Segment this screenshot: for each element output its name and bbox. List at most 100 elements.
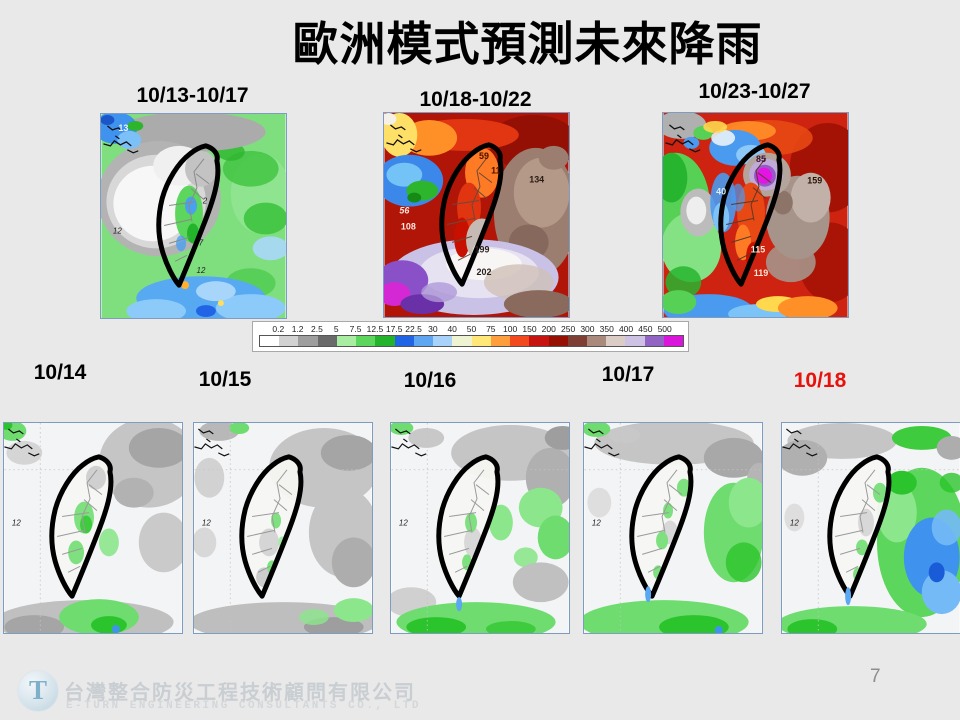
map-value-label: 85: [756, 154, 766, 164]
colorbar-tick: 40: [447, 324, 457, 334]
colorbar-segment: [471, 336, 491, 346]
rain-field: [391, 423, 569, 633]
rainfall-map-svg: 59 11 134 56 108 199 202: [384, 113, 569, 317]
rainfall-map-svg: 12: [782, 423, 960, 633]
company-logo: T: [17, 670, 59, 712]
map-value-label: 119: [754, 268, 768, 278]
graticule: [391, 423, 569, 633]
map-value-label: 12: [202, 519, 211, 528]
rainfall-map-daily-5: 12: [781, 422, 960, 634]
rainfall-map-5day-2: 59 11 134 56 108 199 202: [383, 112, 570, 318]
logo-letter: T: [28, 674, 47, 705]
map-value-label: 202: [477, 267, 492, 277]
colorbar-segment: [606, 336, 626, 346]
rain-field: [584, 423, 762, 633]
colorbar-segment: [510, 336, 530, 346]
page-number: 7: [870, 666, 881, 687]
map-value-label: 134: [529, 175, 544, 185]
colorbar-tick: 12.5: [366, 324, 384, 334]
rainfall-map-daily-2: 12: [193, 422, 373, 634]
colorbar: [259, 335, 684, 347]
colorbar-segment: [490, 336, 511, 346]
island: [439, 457, 498, 596]
map-value-label: 59: [479, 151, 489, 161]
colorbar-tick: 300: [580, 324, 595, 334]
colorbar-tick: 17.5: [385, 324, 403, 334]
colorbar-segment: [548, 336, 568, 346]
date-label-2: 10/15: [198, 368, 252, 391]
top-panel-label-1: 10/13-10/17: [136, 84, 249, 107]
colorbar-tick: 250: [560, 324, 576, 334]
rainfall-map-daily-1: 12: [3, 422, 183, 634]
colorbar-segment: [394, 336, 414, 346]
date-label-5: 10/18: [793, 369, 847, 392]
rainfall-map-svg: 85 40 159 115 119: [663, 113, 848, 317]
rainfall-map-5day-1: 13 2 7 12 12: [100, 113, 287, 319]
map-value-label: 159: [807, 176, 822, 186]
date-label-1: 10/14: [33, 361, 87, 384]
map-value-label: 40: [716, 187, 726, 197]
colorbar-segment: [625, 336, 645, 346]
colorbar-segment: [317, 336, 337, 346]
rain-field: [384, 113, 569, 317]
colorbar-tick: 7.5: [349, 324, 362, 334]
map-value-label: 12: [197, 266, 206, 275]
island-rain: [175, 150, 217, 252]
rain-field: [782, 423, 960, 633]
colorbar-segment: [260, 336, 280, 346]
map-value-label: 12: [113, 226, 122, 235]
map-value-label: 56: [399, 206, 410, 216]
colorbar-segment: [279, 336, 299, 346]
colorbar-segment: [663, 336, 684, 346]
colorbar-tick: 2.5: [311, 324, 323, 334]
map-value-label: 12: [12, 519, 21, 528]
map-value-label: 199: [475, 244, 490, 254]
colorbar-tick: 200: [541, 324, 556, 334]
map-value-label: 13: [118, 123, 128, 133]
rainfall-map-5day-3: 85 40 159 115 119: [662, 112, 849, 318]
colorbar-segment: [567, 336, 587, 346]
graticule: [194, 423, 372, 633]
rainfall-map-daily-3: 12: [390, 422, 570, 634]
island: [242, 457, 301, 596]
coastal-rain-spot: [645, 586, 652, 603]
map-value-label: 115: [751, 244, 765, 254]
page-title: 歐洲模式預測未來降雨: [292, 18, 763, 70]
colorbar-tick: 1.2: [291, 324, 304, 334]
colorbar-tick: 400: [618, 324, 634, 334]
colorbar-segment: [586, 336, 607, 346]
graticule: [782, 423, 960, 633]
colorbar-tick: 500: [657, 324, 672, 334]
top-panel-label-3: 10/23-10/27: [698, 80, 811, 103]
rain-field: [194, 423, 372, 633]
company-name-en: E-TURN ENGINEERING CONSULTANTS CO., LTD: [66, 700, 421, 712]
coastal-rain-spot: [456, 597, 463, 612]
colorbar-tick: 30: [428, 324, 438, 334]
map-value-label: 12: [399, 519, 408, 528]
map-value-label: 12: [592, 519, 601, 528]
colorbar-tick: 100: [503, 324, 518, 334]
company-name-zh: 台灣整合防災工程技術顧問有限公司: [64, 682, 416, 704]
map-value-label: 12: [790, 519, 799, 528]
colorbar-segment: [644, 336, 664, 346]
date-label-4: 10/17: [601, 363, 655, 386]
rainfall-map-svg: 12: [391, 423, 569, 633]
map-value-label: 7: [199, 238, 204, 247]
graticule: [584, 423, 762, 633]
map-value-label: 108: [401, 221, 416, 231]
colorbar-segment: [413, 336, 434, 346]
coastal-rain-spot: [845, 587, 852, 606]
rainfall-colorbar-panel: 0.2 1.2 2.5 5 7.5 12.5 17.5 22.5 30 40 50 75 100 150 2…: [252, 321, 689, 352]
colorbar-tick: 450: [638, 324, 653, 334]
date-label-3: 10/16: [403, 369, 457, 392]
colorbar-segment: [298, 336, 318, 346]
rainfall-map-svg: 13 2 7 12 12: [101, 114, 286, 318]
colorbar-segment: [336, 336, 357, 346]
island-rain: [731, 182, 765, 273]
colorbar-tick: 22.5: [405, 324, 422, 334]
map-value-label: 2: [202, 197, 208, 206]
rainfall-map-svg: 12: [194, 423, 372, 633]
graticule: [4, 423, 182, 633]
rainfall-map-svg: 12: [584, 423, 762, 633]
